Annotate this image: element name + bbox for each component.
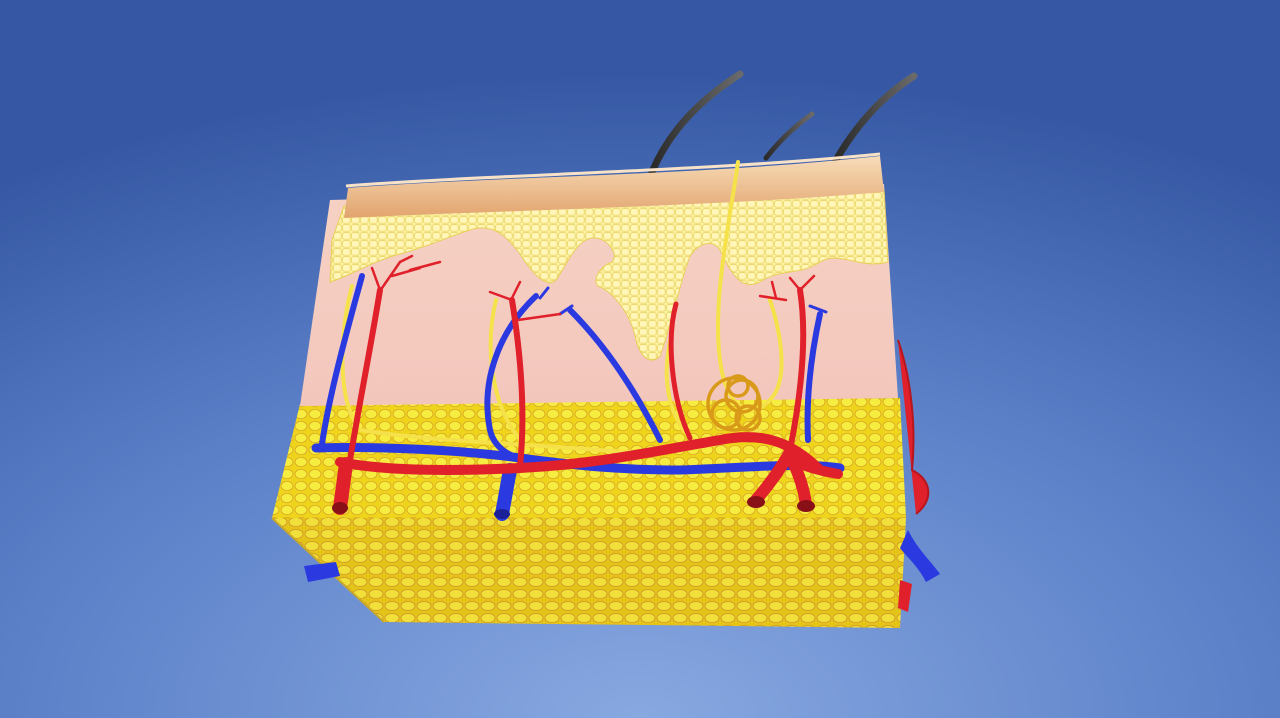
sweat-gland-icon xyxy=(706,374,762,432)
epidermis-cell-layer xyxy=(329,189,889,361)
vessel-cut-ends xyxy=(332,496,815,519)
stratum-corneum xyxy=(344,156,884,218)
left-vein-stub xyxy=(304,562,340,582)
hair-shaft-icon xyxy=(648,70,918,176)
right-side-vessels xyxy=(897,339,940,612)
subcutaneous-fat-side xyxy=(272,518,906,628)
arteries xyxy=(333,254,843,515)
